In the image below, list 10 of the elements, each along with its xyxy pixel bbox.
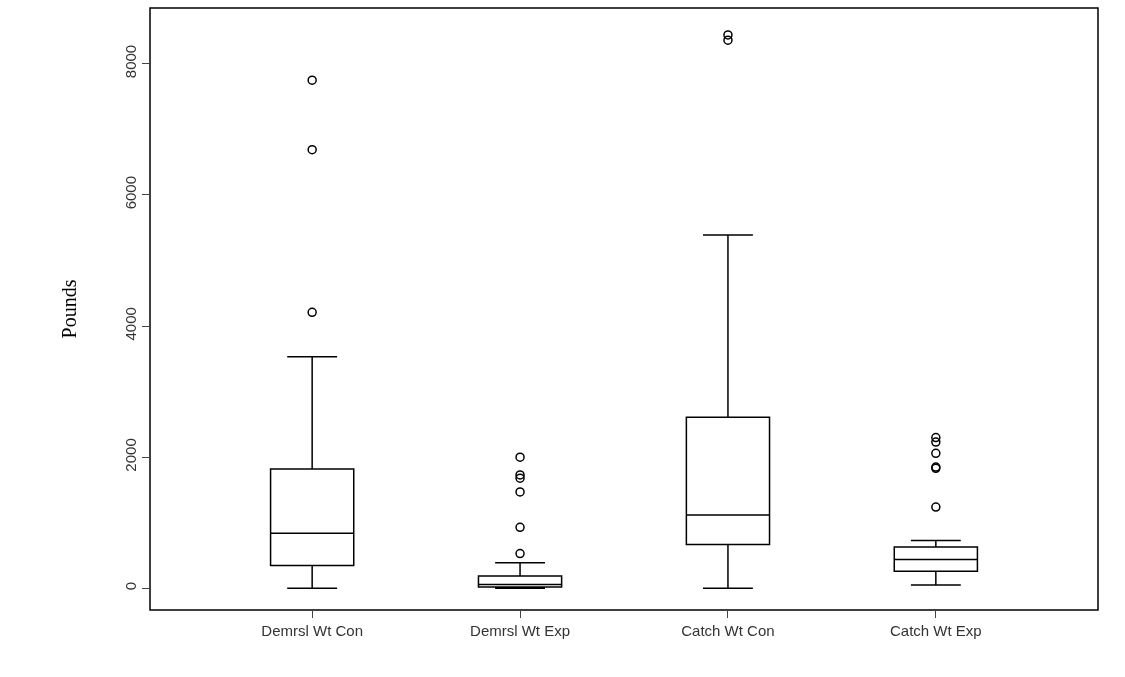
x-tick-label: Catch Wt Con bbox=[681, 622, 775, 639]
x-tick-label: Demrsl Wt Exp bbox=[470, 622, 571, 639]
x-tick-label: Demrsl Wt Con bbox=[261, 622, 363, 639]
y-tick-label: 0 bbox=[122, 581, 139, 591]
y-tick-label: 8000 bbox=[122, 44, 139, 79]
y-tick-label: 6000 bbox=[122, 175, 139, 210]
y-axis-title: Pounds bbox=[57, 279, 80, 339]
y-tick-label: 4000 bbox=[122, 307, 139, 341]
y-tick-label: 2000 bbox=[122, 438, 139, 472]
x-tick-label: Catch Wt Exp bbox=[889, 622, 982, 639]
